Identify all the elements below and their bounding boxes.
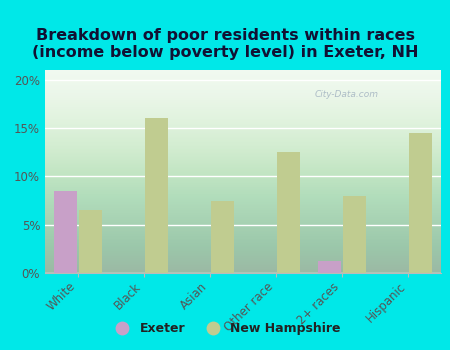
Legend: Exeter, New Hampshire: Exeter, New Hampshire — [104, 317, 346, 340]
Bar — [79, 210, 103, 273]
Bar — [277, 152, 301, 273]
Bar — [410, 133, 432, 273]
Bar — [343, 196, 366, 273]
Text: City-Data.com: City-Data.com — [314, 90, 378, 99]
Bar — [318, 261, 341, 273]
Bar — [145, 118, 168, 273]
Bar — [54, 191, 76, 273]
Bar — [212, 201, 234, 273]
Text: Breakdown of poor residents within races
(income below poverty level) in Exeter,: Breakdown of poor residents within races… — [32, 28, 418, 61]
